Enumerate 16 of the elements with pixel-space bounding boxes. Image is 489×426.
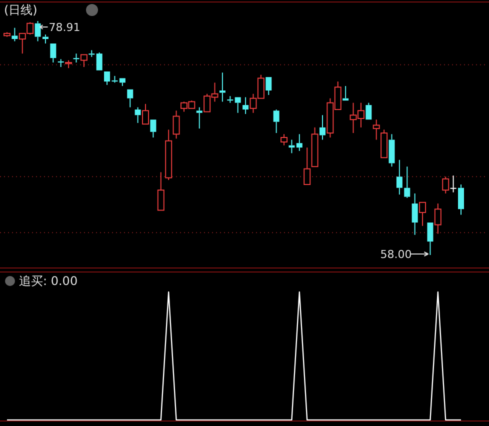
candlestick [372,119,380,140]
chart-title: (日线) [4,3,38,17]
candlestick [280,134,288,146]
candlestick [12,27,18,42]
chart-title: 追买: 0.00 [19,274,78,288]
candlestick [242,96,249,114]
candlestick [296,134,302,152]
annotation: 78.91 [48,21,80,34]
candlestick [388,134,395,168]
candlestick [196,106,202,130]
candlestick [458,184,464,216]
candlestick [273,109,280,134]
annotation: 58.00 [380,248,412,261]
candlestick [404,166,410,198]
candlestick [396,159,402,196]
candlestick [412,192,418,236]
